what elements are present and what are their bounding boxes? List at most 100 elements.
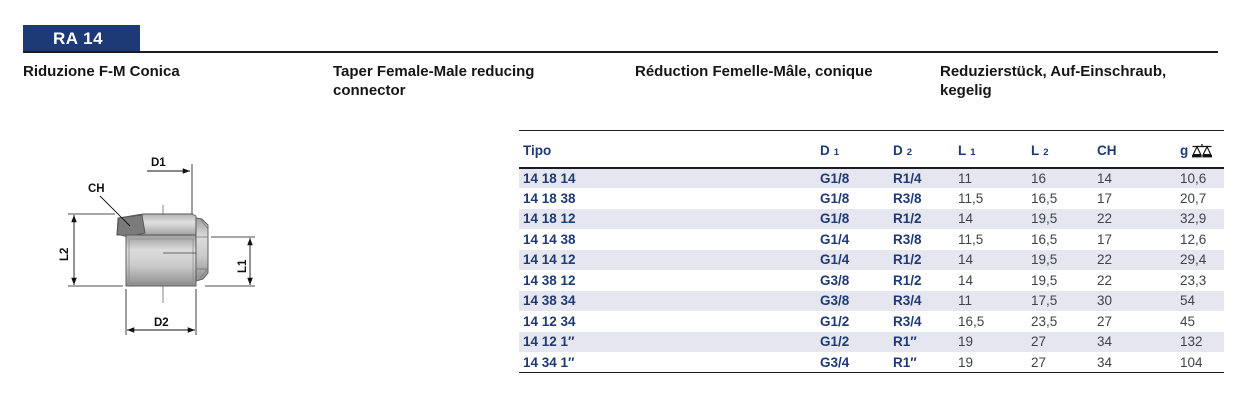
cell-l1: 16,5 <box>958 313 985 329</box>
cell-l2: 16,5 <box>1031 231 1058 247</box>
cell-l1: 19 <box>958 354 974 370</box>
cell-l2: 27 <box>1031 334 1047 350</box>
cell-tipo: 14 38 12 <box>523 272 576 288</box>
cell-l2: 23,5 <box>1031 313 1058 329</box>
title-italian: Riduzione F-M Conica <box>23 63 180 80</box>
cell-g: 20,7 <box>1180 190 1207 206</box>
cell-l2: 16,5 <box>1031 190 1058 206</box>
cell-d2: R3/8 <box>893 231 922 247</box>
cell-d1: G1/4 <box>820 252 850 268</box>
cell-g: 45 <box>1180 313 1196 329</box>
table-row: 14 18 14 G1/8 R1/4 11 16 14 10,6 <box>519 167 1224 188</box>
dim-label-l1: L1 <box>237 259 249 273</box>
cell-g: 104 <box>1180 354 1203 370</box>
dim-l2: L2 <box>59 213 123 287</box>
cell-tipo: 14 38 34 <box>523 293 576 309</box>
cell-ch: 22 <box>1097 211 1113 227</box>
title-german: Reduzierstück, Auf-Einschraub, kegelig <box>940 63 1167 99</box>
technical-drawing: D1 CH L2 L1 <box>55 145 325 350</box>
spec-table-body: 14 18 14 G1/8 R1/4 11 16 14 10,6 14 18 38 G1/8 R3… <box>519 167 1224 373</box>
column-header-g: g <box>1176 130 1224 169</box>
cell-d1: G1/2 <box>820 334 850 350</box>
title-french: Réduction Femelle-Mâle, conique <box>635 63 873 80</box>
cell-g: 10,6 <box>1180 170 1207 186</box>
cell-d1: G1/8 <box>820 211 850 227</box>
cell-l1: 11 <box>958 170 973 186</box>
table-row: 14 34 1″ G3/4 R1″ 19 27 34 104 <box>519 352 1224 373</box>
cell-d1: G1/8 <box>820 170 850 186</box>
cell-l2: 17,5 <box>1031 293 1058 309</box>
column-label-subscript: 1 <box>970 147 976 159</box>
header-divider <box>23 51 1218 53</box>
cell-d1: G3/8 <box>820 272 850 288</box>
table-row: 14 12 1″ G1/2 R1″ 19 27 34 132 <box>519 331 1224 352</box>
dim-label-d1: D1 <box>151 157 166 169</box>
cell-d2: R1/2 <box>893 272 922 288</box>
cell-d2: R3/8 <box>893 190 922 206</box>
spec-table-header: Tipo D 1 D 2 L 1 L 2 CH g <box>519 130 1224 169</box>
cell-l1: 11 <box>958 293 973 309</box>
column-label: CH <box>1097 143 1117 159</box>
column-header-tipo: Tipo <box>519 130 816 169</box>
cell-l2: 16 <box>1031 170 1047 186</box>
table-row: 14 12 34 G1/2 R3/4 16,5 23,5 27 45 <box>519 311 1224 332</box>
cell-g: 132 <box>1180 334 1203 350</box>
column-label-subscript: 1 <box>833 147 840 159</box>
dim-l1: L1 <box>205 236 255 287</box>
dim-d2: D2 <box>125 289 197 335</box>
cell-g: 32,9 <box>1180 211 1207 227</box>
cell-l1: 11,5 <box>958 231 984 247</box>
cell-ch: 17 <box>1097 190 1113 206</box>
table-row: 14 14 38 G1/4 R3/8 11,5 16,5 17 12,6 <box>519 229 1224 250</box>
cell-tipo: 14 12 1″ <box>523 334 575 350</box>
cell-l1: 11,5 <box>958 190 984 206</box>
column-label: D <box>820 143 830 159</box>
cell-d2: R1/4 <box>893 170 922 186</box>
column-label: D <box>893 143 903 159</box>
cell-d2: R3/4 <box>893 313 922 329</box>
table-row: 14 14 12 G1/4 R1/2 14 19,5 22 29,4 <box>519 249 1224 270</box>
cell-ch: 27 <box>1097 313 1113 329</box>
cell-d1: G3/8 <box>820 293 850 309</box>
table-row: 14 38 12 G3/8 R1/2 14 19,5 22 23,3 <box>519 270 1224 291</box>
spec-table-container: Tipo D 1 D 2 L 1 L 2 CH g 14 18 14 G1/8 R1/4 11 16 14 10… <box>519 130 1224 373</box>
header-row: Tipo D 1 D 2 L 1 L 2 CH g <box>519 130 1224 169</box>
cell-l1: 19 <box>958 334 974 350</box>
cell-l2: 19,5 <box>1031 272 1058 288</box>
dim-ch: CH <box>88 183 131 227</box>
cell-ch: 34 <box>1097 354 1113 370</box>
table-row: 14 38 34 G3/8 R3/4 11 17,5 30 54 <box>519 290 1224 311</box>
cell-l2: 27 <box>1031 354 1047 370</box>
dim-label-l2: L2 <box>59 248 71 261</box>
cell-ch: 30 <box>1097 293 1113 309</box>
cell-l2: 19,5 <box>1031 211 1058 227</box>
cell-g: 29,4 <box>1180 252 1207 268</box>
column-header-ch: CH <box>1093 130 1176 169</box>
table-row: 14 18 12 G1/8 R1/2 14 19,5 22 32,9 <box>519 208 1224 229</box>
cell-tipo: 14 12 34 <box>523 313 576 329</box>
fitting-diagram: D1 CH L2 L1 <box>59 157 255 335</box>
cell-d2: R1/2 <box>893 252 922 268</box>
cell-tipo: 14 18 14 <box>523 170 576 186</box>
cell-d1: G3/4 <box>820 354 850 370</box>
cell-ch: 22 <box>1097 272 1113 288</box>
cell-tipo: 14 34 1″ <box>523 354 575 370</box>
cell-ch: 17 <box>1097 231 1113 247</box>
cell-tipo: 14 18 12 <box>523 211 576 227</box>
cell-l1: 14 <box>958 252 974 268</box>
title-english: Taper Female-Male reducing connector <box>333 63 535 99</box>
product-code-badge: RA 14 <box>23 25 140 52</box>
cell-l2: 19,5 <box>1031 252 1058 268</box>
table-row: 14 18 38 G1/8 R3/8 11,5 16,5 17 20,7 <box>519 188 1224 209</box>
cell-tipo: 14 14 12 <box>523 252 576 268</box>
fitting-body <box>116 213 209 287</box>
column-label-subscript: 2 <box>1043 147 1049 159</box>
cell-ch: 22 <box>1097 252 1113 268</box>
cell-g: 12,6 <box>1180 231 1207 247</box>
column-label-subscript: 2 <box>906 147 913 159</box>
column-label: L <box>1031 143 1040 159</box>
column-label: Tipo <box>523 143 552 159</box>
cell-d2: R3/4 <box>893 293 922 309</box>
